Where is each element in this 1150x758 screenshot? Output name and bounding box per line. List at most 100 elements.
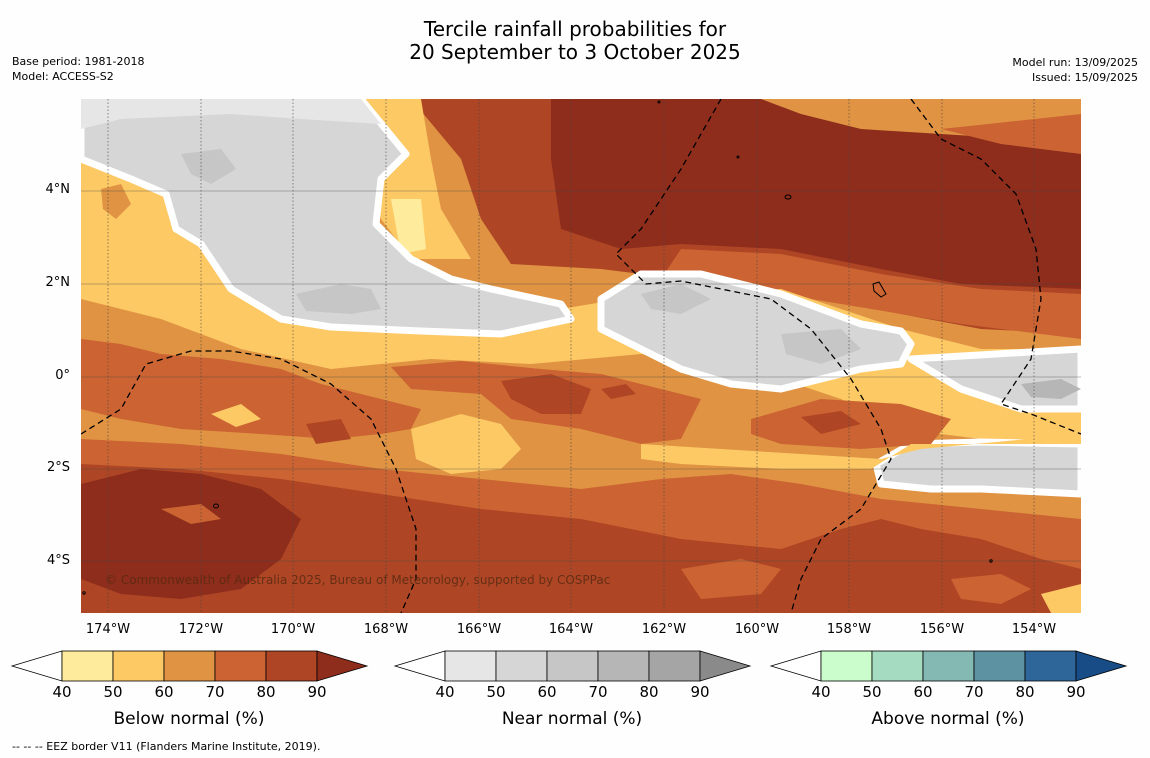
- rainfall-probability-map: [81, 99, 1081, 613]
- cbar-below-tick-70: 70: [205, 683, 225, 701]
- y-tick-4s: 4°S: [46, 553, 70, 568]
- cbar-above-tick-60: 60: [913, 683, 933, 701]
- cbar-near-tick-90: 90: [690, 683, 710, 701]
- cbar-near-50-60: [495, 650, 548, 682]
- cbar-below-title: Below normal (%): [113, 709, 265, 729]
- contour-below-50-pale: [391, 199, 426, 254]
- contour-below-90-north: [551, 99, 1081, 289]
- cbar-above-tick-50: 50: [862, 683, 882, 701]
- contour-below-80-southeast-patch: [681, 559, 781, 599]
- contour-below-50-west-b: [106, 274, 156, 297]
- eez-borders: [81, 99, 1081, 613]
- near-normal-shade-west: [296, 284, 381, 314]
- cbar-near-title: Near normal (%): [501, 709, 643, 729]
- x-tick-170w: 170°W: [270, 622, 316, 637]
- contour-below-90-south: [81, 464, 1081, 613]
- model-text: Model: ACCESS-S2: [12, 70, 114, 83]
- cbar-above-tick-90: 90: [1066, 683, 1086, 701]
- meta-right: Model run: 13/09/2025 Issued: 15/09/2025: [1012, 55, 1138, 85]
- eez-legend-text: -- -- -- EEZ border V11 (Flanders Marine…: [12, 740, 321, 753]
- cbar-near-tick-80: 80: [639, 683, 659, 701]
- cbar-above-under: [769, 650, 822, 682]
- map-title: Tercile rainfall probabilities for 20 Se…: [0, 18, 1150, 64]
- title-line-1: Tercile rainfall probabilities for: [423, 17, 727, 41]
- cbar-below-tick-90: 90: [307, 683, 327, 701]
- cbar-near-80-90: [648, 650, 701, 682]
- cbar-near-under: [393, 650, 446, 682]
- contour-below-80-band: [661, 249, 1081, 339]
- cbar-near-60-70: [546, 650, 599, 682]
- model-run-text: Model run: 13/09/2025: [1012, 56, 1138, 69]
- contour-below-80-west: [81, 339, 421, 439]
- cbar-above-80-90: [1024, 650, 1077, 682]
- x-tick-160w: 160°W: [734, 622, 780, 637]
- cbar-near-over: [699, 650, 752, 682]
- cbar-below-60-70: [163, 650, 216, 682]
- contour-below-90-central: [501, 374, 591, 414]
- cbar-near-70-80: [597, 650, 650, 682]
- x-tick-156w: 156°W: [919, 622, 965, 637]
- cbar-below-tick-50: 50: [103, 683, 123, 701]
- cbar-below-tick-40: 40: [52, 683, 72, 701]
- near-normal-shade-central-2: [781, 329, 861, 364]
- cbar-above-40-50: [820, 650, 873, 682]
- contour-below-50-east-mid: [641, 434, 1081, 469]
- contour-below-50-southeast: [1041, 584, 1081, 613]
- x-tick-158w: 158°W: [826, 622, 872, 637]
- copyright-text: © Commonwealth of Australia 2025, Bureau…: [105, 573, 611, 587]
- cbar-above-title: Above normal (%): [871, 709, 1025, 729]
- near-normal-shade-east: [1021, 379, 1081, 399]
- x-tick-162w: 162°W: [641, 622, 687, 637]
- graticule-meridians: [107, 99, 1035, 613]
- cbar-below-tick-80: 80: [256, 683, 276, 701]
- title-line-2: 20 September to 3 October 2025: [409, 40, 741, 64]
- cbar-above-tick-80: 80: [1015, 683, 1035, 701]
- cbar-above-70-80: [973, 650, 1026, 682]
- graticule-parallels: [81, 190, 1081, 562]
- y-tick-2n: 2°N: [45, 275, 71, 290]
- near-normal-shade-west-2: [181, 149, 236, 184]
- cbar-below-50-60: [112, 650, 165, 682]
- cbar-below-under: [10, 650, 63, 682]
- cbar-near-tick-70: 70: [588, 683, 608, 701]
- colorbar-below-normal: [10, 650, 369, 682]
- contour-below-90-west-dot: [306, 419, 351, 444]
- x-tick-166w: 166°W: [456, 622, 502, 637]
- contour-below-50-west-a: [211, 404, 261, 427]
- cbar-below-70-80: [214, 650, 267, 682]
- contour-below-80-south-inset: [161, 504, 221, 524]
- near-normal-light-west: [81, 99, 381, 129]
- x-tick-174w: 174°W: [85, 622, 131, 637]
- contour-below-90-central-2: [601, 384, 636, 399]
- y-tick-4n: 4°N: [45, 182, 71, 197]
- cbar-near-40-50: [444, 650, 497, 682]
- cbar-near-tick-40: 40: [435, 683, 455, 701]
- contour-below-70-west-blob: [101, 184, 131, 219]
- cbar-above-50-60: [871, 650, 924, 682]
- x-tick-154w: 154°W: [1011, 622, 1057, 637]
- contour-below-90-southwest: [81, 469, 301, 599]
- y-tick-0: 0°: [55, 368, 70, 383]
- cbar-below-40-50: [61, 650, 114, 682]
- cbar-near-tick-60: 60: [537, 683, 557, 701]
- cbar-near-tick-50: 50: [486, 683, 506, 701]
- cbar-below-over: [316, 650, 369, 682]
- x-tick-172w: 172°W: [178, 622, 224, 637]
- y-tick-2s: 2°S: [46, 460, 70, 475]
- colorbar-above-normal: [769, 650, 1128, 682]
- near-normal-region-southeast: [872, 438, 1081, 498]
- base-period-text: Base period: 1981-2018: [12, 55, 145, 68]
- cbar-below-80-90: [265, 650, 318, 682]
- x-tick-168w: 168°W: [363, 622, 409, 637]
- cbar-above-over: [1075, 650, 1128, 682]
- contour-below-90-east-mid: [801, 411, 861, 434]
- colorbar-near-normal: [393, 650, 752, 682]
- cbar-above-tick-40: 40: [811, 683, 831, 701]
- near-normal-shade-central: [641, 284, 711, 314]
- x-tick-164w: 164°W: [548, 622, 594, 637]
- issued-text: Issued: 15/09/2025: [1031, 71, 1138, 84]
- contour-below-80-north-strip: [941, 114, 1081, 154]
- islands: [82, 100, 993, 595]
- cbar-above-60-70: [922, 650, 975, 682]
- contour-below-80-southeast-patch-2: [951, 574, 1031, 604]
